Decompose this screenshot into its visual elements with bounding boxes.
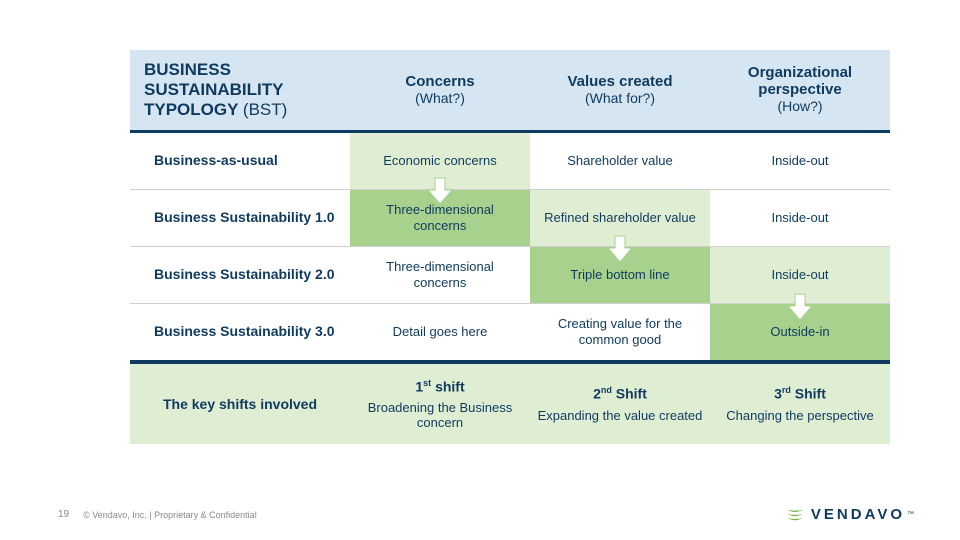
cell: Three-dimensional concerns <box>350 190 530 247</box>
table-title-cell: BUSINESS SUSTAINABILITY TYPOLOGY (BST) <box>130 50 350 132</box>
cell: Outside-in <box>710 304 890 363</box>
page-number: 19 <box>58 509 69 520</box>
shift-word: Shift <box>795 386 826 402</box>
cell-text: Three-dimensional concerns <box>350 196 530 241</box>
shift-desc: Broadening the Business concern <box>368 400 513 430</box>
shift-ord: 3 <box>774 386 782 402</box>
row-label-text: Business Sustainability 1.0 <box>144 203 345 231</box>
cell: Refined shareholder value <box>530 190 710 247</box>
shift-suf: nd <box>601 385 612 395</box>
shift-word: shift <box>435 378 465 394</box>
logo-text: VENDAVO <box>811 506 905 523</box>
shift-title: 1st shift <box>350 378 530 395</box>
row-label: Business-as-usual <box>130 132 350 190</box>
shift-suf: rd <box>782 385 791 395</box>
cell-text: Inside-out <box>710 147 890 175</box>
shifts-label: The key shifts involved <box>163 396 317 412</box>
cell: Shareholder value <box>530 132 710 190</box>
cell: Inside-out <box>710 247 890 304</box>
table: BUSINESS SUSTAINABILITY TYPOLOGY (BST) C… <box>130 50 890 444</box>
row-label-text: Business Sustainability 3.0 <box>144 317 345 345</box>
cell-text: Triple bottom line <box>530 261 710 289</box>
cell: Three-dimensional concerns <box>350 247 530 304</box>
shift-cell: 2nd Shift Expanding the value created <box>530 362 710 444</box>
shift-desc: Expanding the value created <box>538 408 703 423</box>
cell-text: Outside-in <box>710 318 890 346</box>
shift-title: 2nd Shift <box>530 385 710 402</box>
col-header-concerns: Concerns (What?) <box>350 50 530 132</box>
shifts-row: The key shifts involved 1st shift Broade… <box>130 362 890 444</box>
table-title-line1: BUSINESS SUSTAINABILITY <box>144 60 283 99</box>
row-label-text: Business Sustainability 2.0 <box>144 260 345 288</box>
row-label-text: Business-as-usual <box>144 146 288 174</box>
shift-suf: st <box>423 378 431 388</box>
logo-tm: ™ <box>907 511 914 518</box>
cell: Inside-out <box>710 190 890 247</box>
shift-ord: 1 <box>415 378 423 394</box>
row-label: Business Sustainability 1.0 <box>130 190 350 247</box>
shift-ord: 2 <box>593 386 601 402</box>
cell-text: Economic concerns <box>350 147 530 175</box>
logo-mark-icon <box>785 504 805 524</box>
table-header-row: BUSINESS SUSTAINABILITY TYPOLOGY (BST) C… <box>130 50 890 132</box>
shift-title: 3rd Shift <box>710 385 890 402</box>
cell-text: Detail goes here <box>350 318 530 346</box>
col-sub: (What for?) <box>585 90 655 106</box>
col-header-perspective: Organizational perspective (How?) <box>710 50 890 132</box>
table-title-suffix: (BST) <box>243 100 287 119</box>
col-title: Concerns <box>350 73 530 90</box>
row-label: Business Sustainability 2.0 <box>130 247 350 304</box>
col-sub: (What?) <box>415 90 465 106</box>
shift-word: Shift <box>616 386 647 402</box>
shifts-label-cell: The key shifts involved <box>130 362 350 444</box>
cell-text: Inside-out <box>710 204 890 232</box>
cell-text: Three-dimensional concerns <box>350 253 530 298</box>
cell: Creating value for the common good <box>530 304 710 363</box>
shift-cell: 1st shift Broadening the Business concer… <box>350 362 530 444</box>
shift-cell: 3rd Shift Changing the perspective <box>710 362 890 444</box>
footer-copyright: © Vendavo, Inc. | Proprietary & Confiden… <box>83 510 257 520</box>
cell: Triple bottom line <box>530 247 710 304</box>
typology-table: BUSINESS SUSTAINABILITY TYPOLOGY (BST) C… <box>130 50 890 444</box>
table-row: Business Sustainability 1.0 Three-dimens… <box>130 190 890 247</box>
cell-text: Inside-out <box>710 261 890 289</box>
cell: Economic concerns <box>350 132 530 190</box>
cell: Inside-out <box>710 132 890 190</box>
vendavo-logo: VENDAVO™ <box>785 504 914 524</box>
cell-text: Refined shareholder value <box>530 204 710 232</box>
cell-text: Shareholder value <box>530 147 710 175</box>
cell-text: Creating value for the common good <box>530 310 710 355</box>
shift-desc: Changing the perspective <box>726 408 873 423</box>
col-title: Organizational perspective <box>710 64 890 98</box>
col-sub: (How?) <box>777 98 822 114</box>
cell: Detail goes here <box>350 304 530 363</box>
col-title: Values created <box>530 73 710 90</box>
col-header-values: Values created (What for?) <box>530 50 710 132</box>
table-title-line2: TYPOLOGY <box>144 100 238 119</box>
table-row: Business Sustainability 3.0 Detail goes … <box>130 304 890 363</box>
footer: 19 © Vendavo, Inc. | Proprietary & Confi… <box>58 509 257 520</box>
slide: BUSINESS SUSTAINABILITY TYPOLOGY (BST) C… <box>0 0 960 540</box>
table-row: Business Sustainability 2.0 Three-dimens… <box>130 247 890 304</box>
table-row: Business-as-usual Economic concerns Shar… <box>130 132 890 190</box>
row-label: Business Sustainability 3.0 <box>130 304 350 363</box>
